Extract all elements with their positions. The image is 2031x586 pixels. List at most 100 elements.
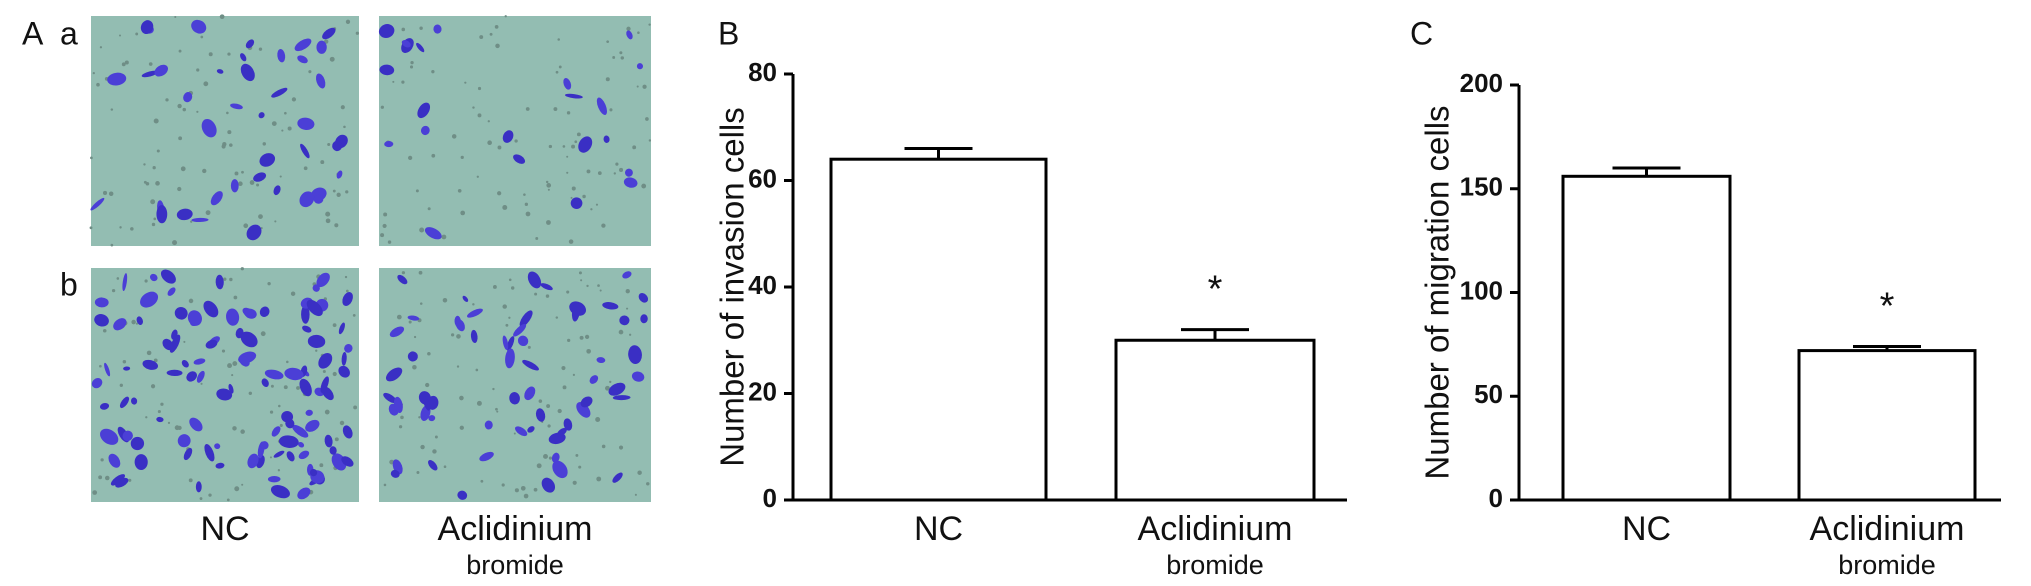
debris	[286, 360, 289, 364]
debris	[487, 120, 490, 123]
debris	[645, 117, 649, 121]
stained-cell	[244, 308, 257, 319]
stained-cell	[215, 274, 224, 290]
debris	[570, 196, 573, 199]
stained-cell	[390, 469, 400, 478]
debris	[400, 415, 404, 420]
debris	[183, 340, 186, 343]
debris	[329, 56, 335, 62]
debris	[586, 284, 589, 288]
panel-label: C	[1410, 15, 1433, 51]
stained-cell	[285, 418, 295, 429]
column-label: bromide	[466, 550, 564, 580]
debris	[99, 364, 102, 368]
x-tick-label: Aclidinium bromide	[1138, 510, 1293, 580]
debris	[584, 334, 590, 340]
stained-cell	[261, 378, 269, 387]
stained-cell	[273, 185, 281, 196]
debris	[182, 107, 187, 112]
row-label: b	[60, 266, 78, 302]
debris	[431, 69, 435, 74]
stained-cell	[564, 93, 583, 99]
stained-cell	[299, 191, 315, 208]
stained-cell	[247, 453, 259, 469]
debris	[241, 483, 244, 486]
debris	[102, 190, 108, 196]
debris	[308, 70, 312, 74]
debris	[324, 409, 330, 415]
stained-cell	[421, 125, 430, 136]
stained-cell	[522, 359, 539, 371]
stained-cell	[156, 416, 164, 423]
debris	[612, 56, 616, 59]
debris	[566, 111, 571, 115]
debris	[320, 160, 325, 165]
stained-cell	[253, 172, 267, 182]
y-tick-label: 80	[748, 57, 777, 87]
stained-cell	[628, 345, 642, 364]
stained-cell	[341, 456, 354, 467]
debris	[108, 191, 114, 196]
micrograph	[91, 16, 359, 246]
debris	[156, 149, 160, 153]
stained-cell	[626, 30, 633, 40]
debris	[505, 323, 509, 327]
debris	[248, 391, 253, 395]
stained-cell	[457, 490, 468, 500]
stained-cell	[160, 269, 176, 284]
stained-cell	[515, 426, 528, 437]
debris	[450, 333, 455, 337]
debris	[332, 323, 337, 328]
stained-cell	[309, 468, 318, 477]
stained-cell	[141, 70, 159, 78]
debris	[229, 143, 233, 147]
debris	[408, 320, 412, 324]
bar	[829, 157, 1048, 502]
debris	[566, 290, 570, 294]
debris	[122, 359, 127, 364]
stained-cell	[570, 197, 583, 210]
stained-cell	[302, 325, 312, 333]
debris	[580, 279, 583, 282]
debris	[418, 416, 421, 419]
debris	[538, 399, 543, 403]
debris	[425, 382, 430, 388]
row-label: a	[60, 15, 78, 51]
debris	[566, 171, 569, 174]
stained-cell	[123, 366, 131, 371]
stained-cell	[541, 477, 556, 493]
stained-cell	[226, 308, 240, 326]
debris	[418, 270, 423, 275]
stained-cell	[527, 426, 535, 433]
debris	[90, 156, 93, 160]
stained-cell	[230, 179, 239, 193]
debris	[477, 113, 482, 118]
stained-cell	[177, 434, 191, 448]
stained-cell	[342, 292, 353, 306]
debris	[205, 210, 211, 216]
debris	[415, 189, 419, 193]
debris	[536, 463, 542, 469]
debris	[525, 211, 531, 217]
stained-cell	[183, 92, 193, 103]
debris	[167, 421, 171, 424]
debris	[576, 132, 581, 137]
stained-cell	[294, 38, 312, 52]
stained-cell	[140, 291, 159, 308]
debris	[119, 226, 122, 229]
debris	[345, 19, 351, 24]
debris	[586, 348, 591, 354]
panel-label: A	[22, 15, 44, 51]
stained-cell	[259, 153, 276, 167]
debris	[502, 304, 507, 309]
debris	[410, 61, 414, 65]
stained-cell	[130, 436, 145, 451]
debris	[492, 285, 497, 289]
stained-cell	[552, 460, 568, 479]
stained-cell	[216, 388, 233, 401]
debris	[157, 410, 161, 414]
stained-cell	[94, 297, 109, 308]
debris	[545, 180, 549, 184]
stained-cell	[612, 395, 631, 401]
debris	[547, 188, 550, 191]
